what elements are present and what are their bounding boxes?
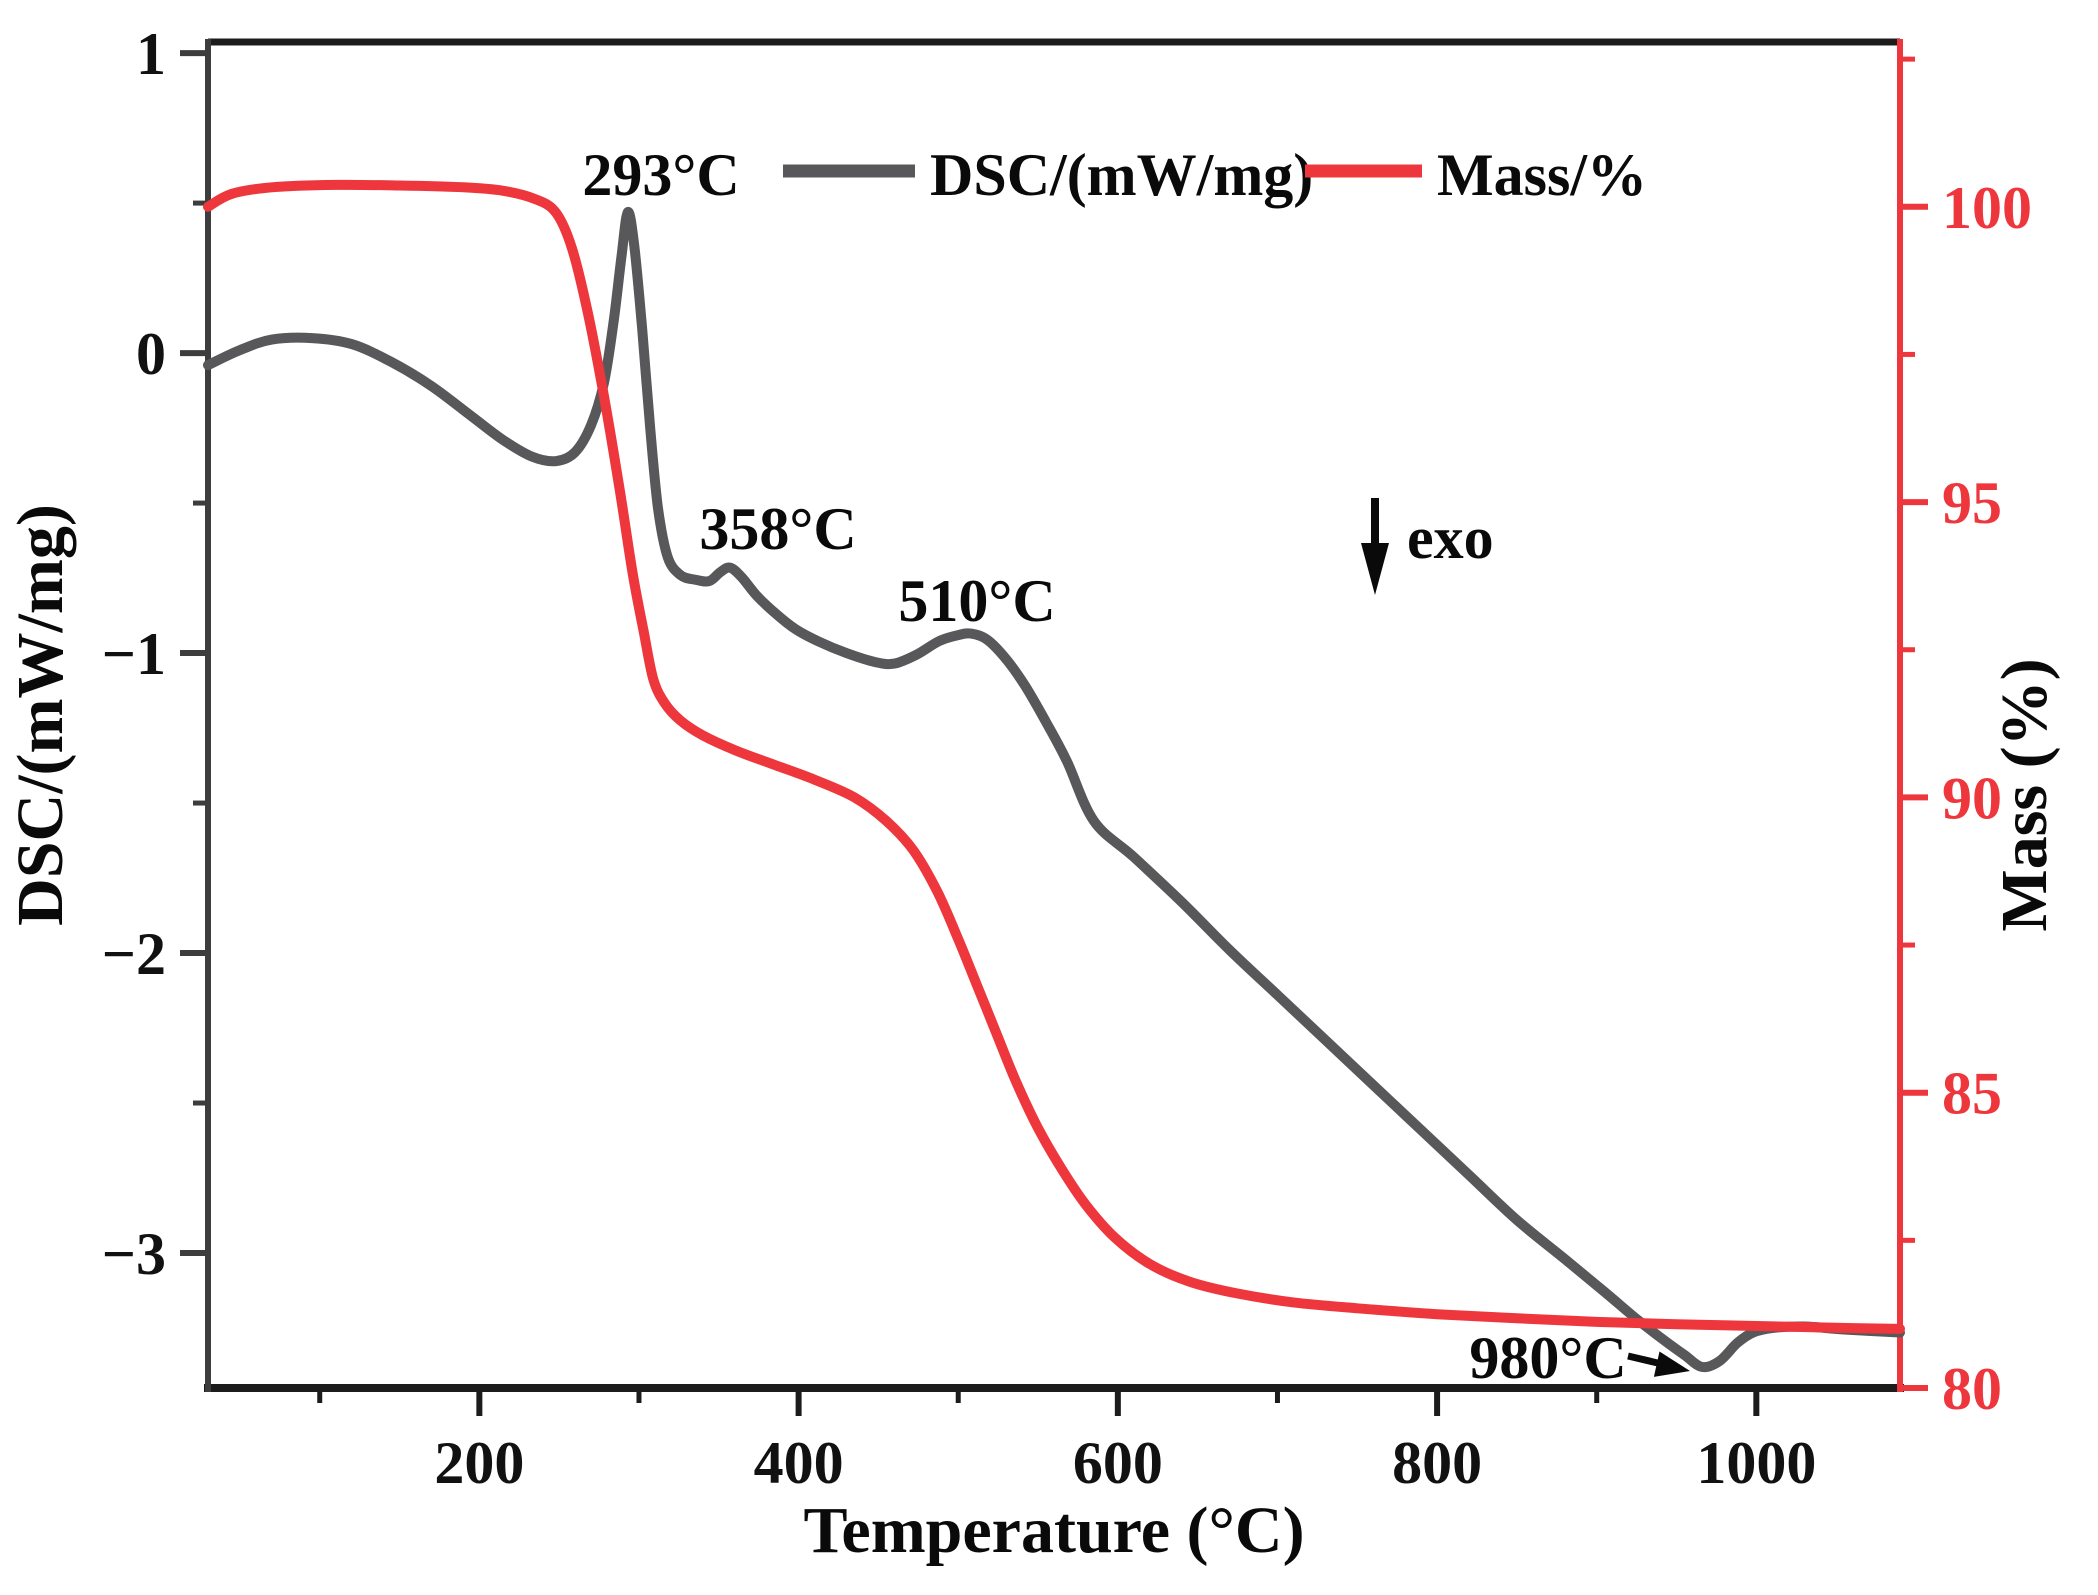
dsc-curve bbox=[203, 207, 1905, 1373]
tick-labels-layer: 200 400 600 800 1000 1 0 −1 −2 −3 100 95 90 85 80 bbox=[102, 21, 2032, 1496]
y-left-tick-label: 0 bbox=[136, 321, 166, 387]
legend-mass-label: Mass/% bbox=[1437, 142, 1647, 208]
y-right-tick-label: 85 bbox=[1942, 1061, 2002, 1127]
y-left-tick-label: −3 bbox=[102, 1221, 166, 1287]
x-tick-label: 600 bbox=[1073, 1430, 1163, 1496]
legend-dsc-label: DSC/(mW/mg) bbox=[930, 142, 1313, 208]
curves-layer bbox=[203, 179, 1905, 1373]
y-right-tick-label: 100 bbox=[1942, 175, 2032, 241]
y-right-tick-label: 80 bbox=[1942, 1356, 2002, 1422]
annotation-293c: 293°C bbox=[582, 142, 739, 208]
exo-annotation: exo bbox=[1361, 498, 1494, 595]
annotation-510c: 510°C bbox=[898, 568, 1055, 634]
x-tick-label: 1000 bbox=[1696, 1430, 1816, 1496]
annotation-980c: 980°C bbox=[1469, 1325, 1626, 1391]
annotation-exo: exo bbox=[1407, 505, 1494, 571]
y-right-tick-label: 90 bbox=[1942, 765, 2002, 831]
dip-980-annotation: 980°C bbox=[1469, 1325, 1690, 1391]
x-tick-label: 400 bbox=[754, 1430, 844, 1496]
annotation-980-arrowhead-icon bbox=[1653, 1351, 1690, 1377]
y-left-tick-label: 1 bbox=[136, 21, 166, 87]
axes-layer bbox=[180, 38, 1928, 1416]
y-left-axis-title: DSC/(mW/mg) bbox=[4, 504, 77, 926]
y-left-tick-label: −2 bbox=[102, 921, 166, 987]
x-axis-title: Temperature (°C) bbox=[803, 1494, 1304, 1567]
y-left-tick-label: −1 bbox=[102, 621, 166, 687]
mass-curve bbox=[203, 179, 1905, 1334]
x-tick-label: 800 bbox=[1392, 1430, 1482, 1496]
y-right-tick-label: 95 bbox=[1942, 470, 2002, 536]
exo-down-arrowhead-icon bbox=[1361, 543, 1389, 595]
legend: DSC/(mW/mg) Mass/% bbox=[783, 142, 1647, 208]
y-right-axis-title: Mass (%) bbox=[1988, 658, 2061, 931]
annotation-980-arrow-icon bbox=[1627, 1352, 1663, 1368]
x-tick-label: 200 bbox=[434, 1430, 524, 1496]
annotation-358c: 358°C bbox=[699, 496, 856, 562]
